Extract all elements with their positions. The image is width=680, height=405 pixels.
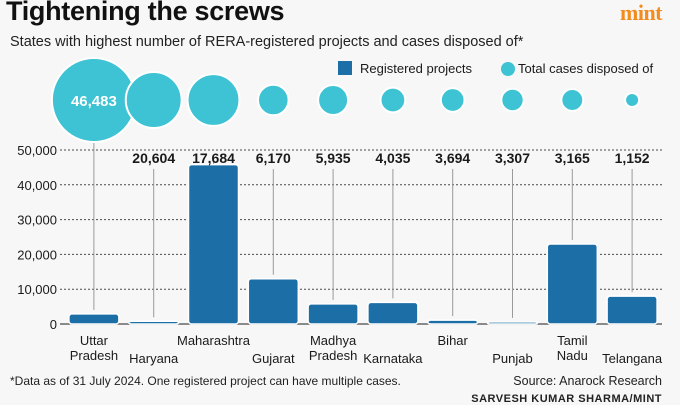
y-tick-label: 30,000 — [17, 213, 57, 228]
bar — [606, 295, 658, 325]
category-label: Punjab — [492, 351, 532, 366]
y-tick-label: 0 — [50, 317, 57, 332]
legend-bar-label: Registered projects — [360, 61, 472, 76]
bubble — [317, 83, 350, 117]
bubble — [186, 73, 241, 127]
category-label: Uttar — [80, 333, 109, 348]
category-label: Pradesh — [70, 348, 118, 363]
bubble-value-label: 6,170 — [256, 150, 291, 166]
bar — [247, 278, 300, 325]
category-label: Haryana — [129, 351, 179, 366]
bubble-value-label: 17,684 — [192, 150, 235, 166]
category-label: Karnataka — [363, 351, 423, 366]
bubble — [379, 86, 407, 114]
bar — [127, 320, 180, 325]
category-label: Maharashtra — [177, 333, 251, 348]
category-label: Bihar — [438, 333, 469, 348]
category-label: Tamil — [557, 333, 587, 348]
bar — [68, 313, 120, 325]
bar — [187, 163, 240, 325]
bubble — [560, 88, 585, 112]
category-label: Gujarat — [252, 351, 295, 366]
bubble-value-label: 4,035 — [375, 150, 410, 166]
bar — [546, 243, 599, 325]
bubble-value-label: 3,165 — [555, 150, 590, 166]
category-label: Pradesh — [309, 348, 357, 363]
bubble — [256, 83, 290, 117]
legend-bar-swatch — [338, 61, 352, 75]
y-tick-label: 40,000 — [17, 178, 57, 193]
bar — [367, 301, 419, 325]
bubble-value-label: 5,935 — [316, 150, 351, 166]
y-tick-label: 50,000 — [17, 143, 57, 158]
bubble-value-label: 20,604 — [132, 150, 175, 166]
bubble — [624, 92, 641, 108]
bar — [307, 303, 359, 325]
source-credit: Source: Anarock Research — [513, 374, 662, 388]
bubble — [500, 87, 525, 113]
bar — [426, 319, 479, 325]
category-label: Telangana — [602, 351, 663, 366]
chart-title: Tightening the screws — [6, 0, 285, 26]
y-tick-label: 20,000 — [17, 247, 57, 262]
bubble-value-label: 3,307 — [495, 150, 530, 166]
chart-subtitle: States with highest number of RERA-regis… — [10, 34, 524, 50]
bubble-value-label: 3,694 — [435, 150, 470, 166]
bubble-value-label: 46,483 — [71, 93, 117, 110]
legend-bubble-label: Total cases disposed of — [518, 61, 654, 76]
footnote: *Data as of 31 July 2024. One registered… — [10, 374, 401, 388]
bubble — [124, 71, 183, 129]
bar — [486, 321, 539, 325]
category-label: Nadu — [557, 348, 588, 363]
bubble-value-label: 1,152 — [615, 150, 650, 166]
legend-bubble-swatch — [501, 62, 515, 76]
category-label: Madhya — [310, 333, 357, 348]
y-tick-label: 10,000 — [17, 282, 57, 297]
author-credit: SARVESH KUMAR SHARMA/MINT — [471, 393, 662, 405]
mint-logo: mint — [620, 0, 663, 25]
bubble — [439, 87, 466, 113]
